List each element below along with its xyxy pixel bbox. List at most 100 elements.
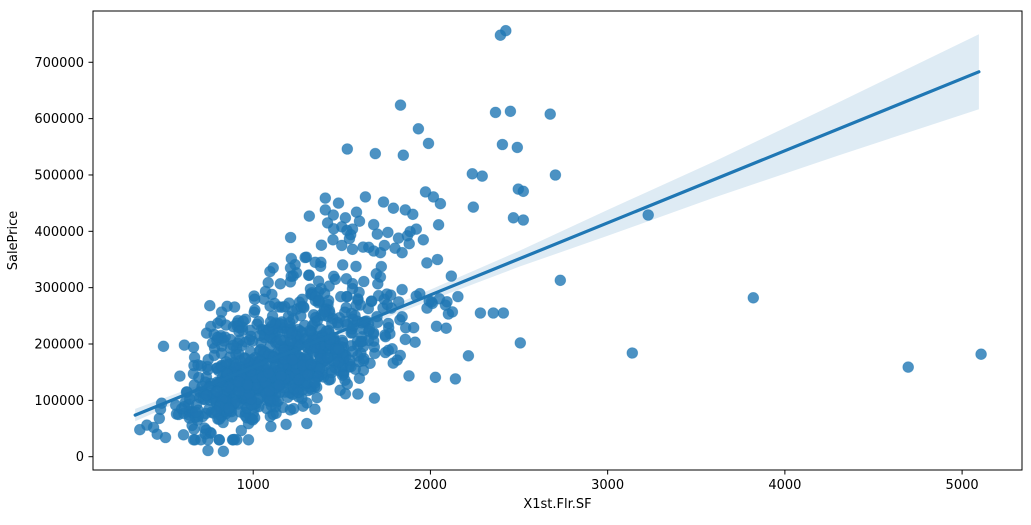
data-point bbox=[476, 170, 489, 182]
data-point bbox=[202, 444, 214, 457]
data-point bbox=[422, 137, 435, 150]
data-point bbox=[327, 234, 339, 246]
data-point bbox=[284, 231, 297, 244]
data-point bbox=[302, 269, 315, 282]
data-point bbox=[285, 270, 298, 283]
data-point bbox=[174, 370, 186, 382]
data-point bbox=[442, 308, 455, 320]
data-point bbox=[340, 272, 353, 285]
data-point bbox=[382, 317, 395, 330]
data-point bbox=[489, 106, 502, 119]
data-point bbox=[304, 324, 316, 337]
data-point bbox=[284, 404, 297, 416]
data-point bbox=[235, 424, 248, 437]
data-point bbox=[514, 337, 527, 349]
data-point bbox=[449, 373, 462, 385]
data-point bbox=[504, 105, 517, 118]
data-point bbox=[499, 24, 512, 37]
data-point bbox=[466, 168, 479, 180]
data-point bbox=[335, 239, 348, 252]
data-point bbox=[403, 237, 416, 250]
data-point bbox=[511, 141, 524, 154]
data-point bbox=[350, 206, 363, 219]
data-point bbox=[357, 275, 370, 288]
data-point bbox=[487, 307, 500, 319]
data-point bbox=[177, 428, 190, 441]
data-point bbox=[217, 445, 230, 458]
data-point bbox=[239, 352, 252, 365]
data-point bbox=[507, 212, 520, 224]
data-point bbox=[496, 138, 509, 151]
data-point bbox=[403, 370, 415, 382]
data-point bbox=[322, 294, 335, 307]
data-point bbox=[292, 373, 305, 386]
data-point bbox=[175, 402, 188, 415]
data-point bbox=[975, 348, 987, 361]
data-point bbox=[399, 333, 412, 346]
data-point bbox=[346, 243, 359, 256]
data-point bbox=[187, 341, 200, 354]
data-point bbox=[318, 305, 331, 318]
y-tick-label: 100000 bbox=[34, 394, 84, 409]
y-tick-label: 400000 bbox=[34, 225, 84, 240]
data-point bbox=[417, 234, 430, 246]
data-point bbox=[315, 282, 327, 295]
data-point bbox=[315, 256, 327, 269]
data-point bbox=[427, 191, 440, 203]
data-point bbox=[300, 417, 313, 430]
data-point bbox=[309, 376, 321, 389]
data-point bbox=[230, 358, 243, 371]
data-point bbox=[412, 123, 425, 135]
y-tick-label: 300000 bbox=[34, 281, 84, 296]
data-point bbox=[247, 414, 259, 426]
data-point bbox=[228, 301, 241, 313]
data-point bbox=[274, 333, 286, 346]
data-point bbox=[445, 270, 458, 282]
data-point bbox=[248, 293, 261, 306]
data-point bbox=[375, 260, 388, 273]
data-point bbox=[292, 386, 305, 399]
data-point bbox=[336, 259, 349, 271]
data-point bbox=[190, 406, 202, 419]
data-point bbox=[354, 335, 367, 348]
data-point bbox=[371, 228, 384, 240]
data-point bbox=[278, 300, 291, 313]
data-point bbox=[272, 395, 285, 407]
data-point bbox=[222, 381, 235, 393]
data-point bbox=[233, 325, 245, 338]
data-point bbox=[365, 295, 378, 308]
data-point bbox=[517, 185, 530, 198]
data-point bbox=[266, 288, 278, 301]
data-point bbox=[334, 384, 346, 397]
data-point bbox=[329, 273, 342, 286]
data-point bbox=[252, 315, 265, 328]
data-point bbox=[264, 315, 277, 328]
data-point bbox=[379, 329, 391, 341]
data-point bbox=[517, 214, 530, 226]
data-point bbox=[341, 224, 353, 237]
y-axis-label: SalePrice bbox=[6, 211, 21, 271]
data-point bbox=[331, 316, 344, 329]
data-point bbox=[273, 379, 285, 391]
data-point bbox=[374, 246, 387, 259]
data-point bbox=[265, 420, 277, 433]
data-point bbox=[319, 192, 332, 204]
data-point bbox=[282, 310, 295, 323]
regression-line-layer bbox=[133, 70, 981, 417]
x-tick-label: 1000 bbox=[237, 478, 270, 493]
plot-border bbox=[92, 10, 1023, 471]
data-point bbox=[497, 307, 510, 319]
x-tick-label: 4000 bbox=[768, 478, 801, 493]
data-point bbox=[406, 208, 419, 221]
data-point bbox=[349, 363, 362, 376]
data-point bbox=[544, 108, 556, 120]
data-point bbox=[369, 147, 382, 160]
data-point bbox=[299, 251, 311, 264]
data-point bbox=[394, 99, 407, 111]
data-point bbox=[382, 226, 394, 239]
data-point bbox=[187, 433, 200, 446]
data-point bbox=[371, 277, 384, 290]
data-point bbox=[350, 260, 362, 273]
data-point bbox=[341, 143, 354, 155]
